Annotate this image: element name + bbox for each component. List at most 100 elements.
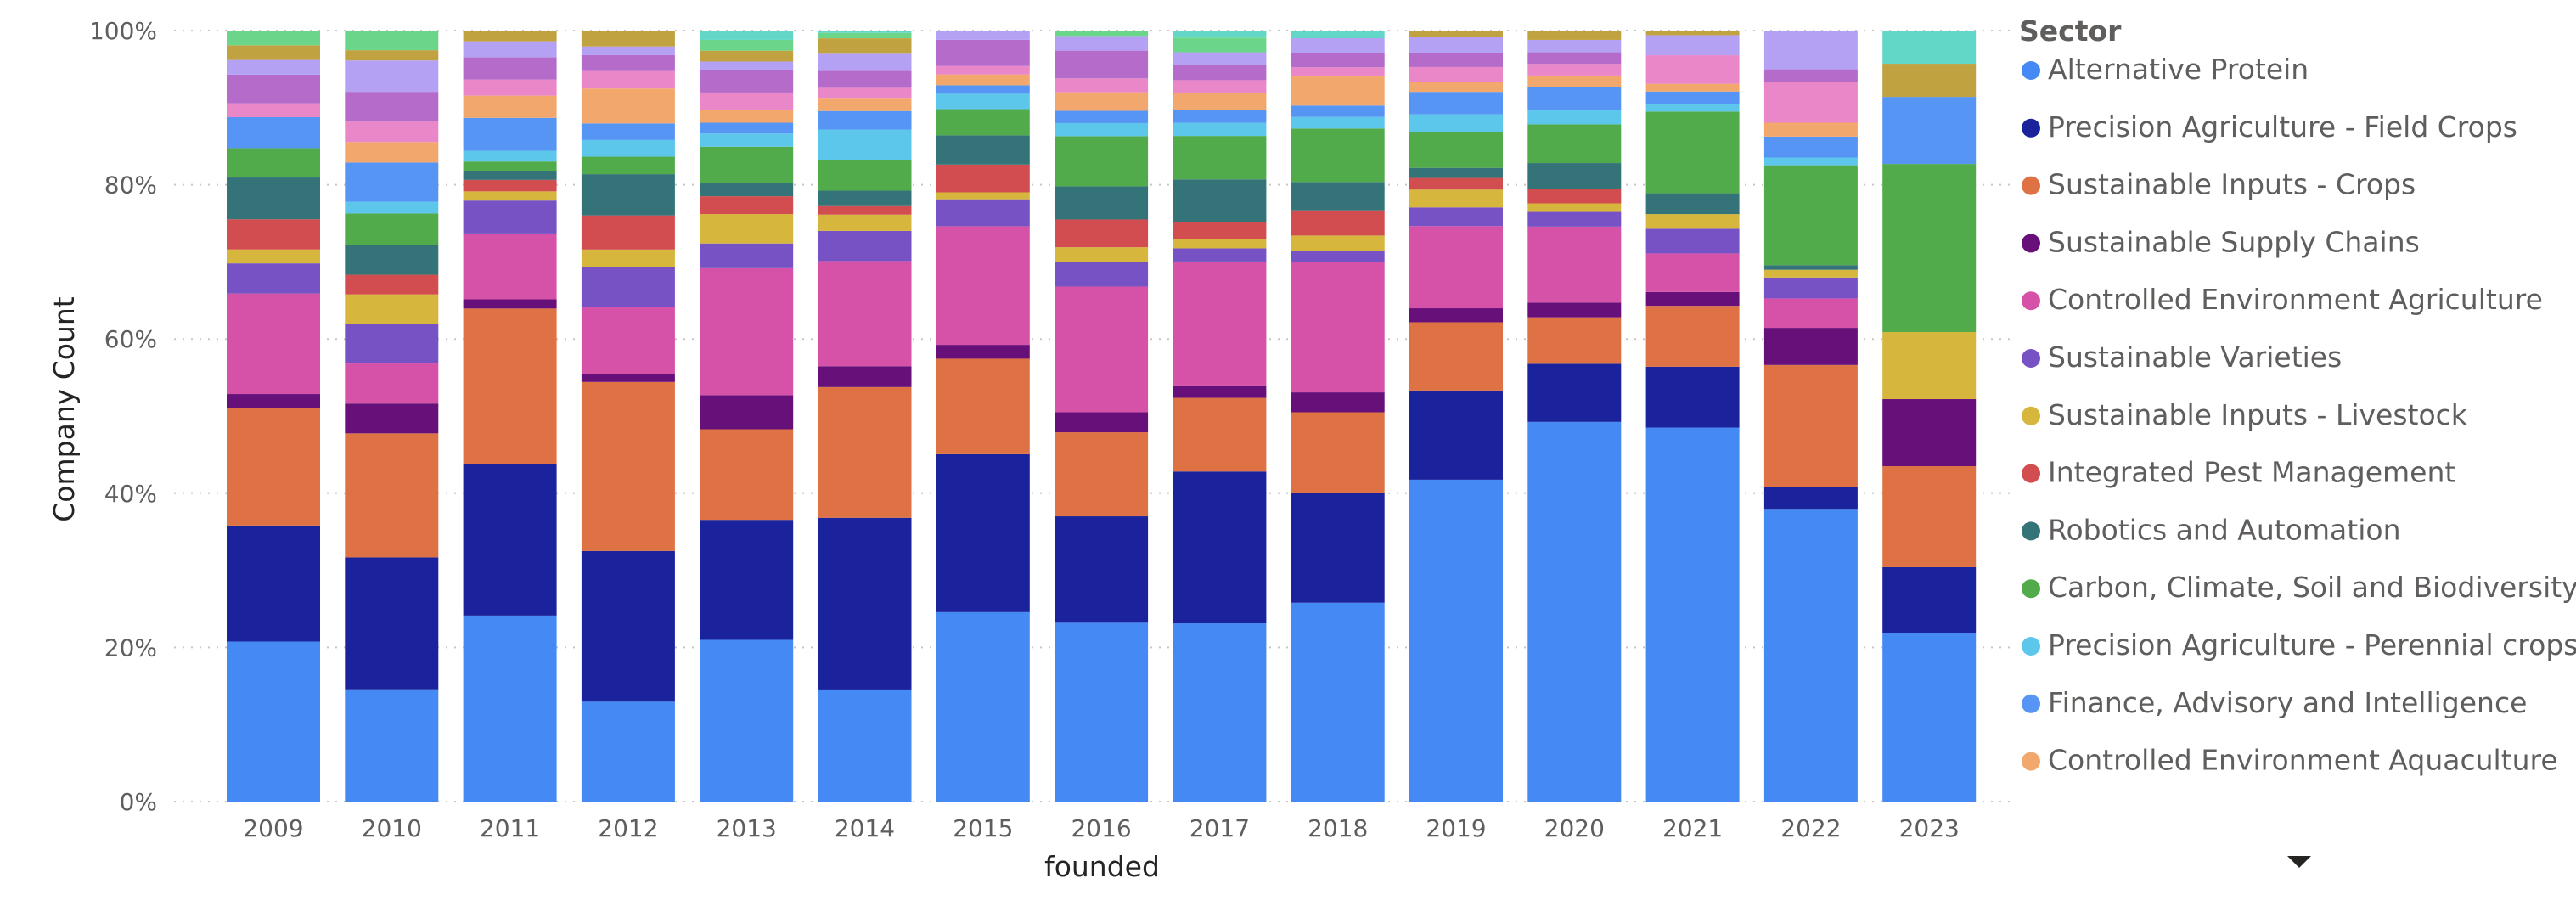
bar-segment[interactable] [463,299,557,309]
bar-segment[interactable] [581,215,675,250]
bar-segment[interactable] [700,429,794,521]
bar-segment[interactable] [818,386,912,518]
bar-segment[interactable] [1173,31,1267,38]
bar-segment[interactable] [936,453,1030,612]
bar-segment[interactable] [1409,53,1503,67]
bar-segment[interactable] [345,162,439,202]
bar-segment[interactable] [700,61,794,70]
bar-segment[interactable] [1173,110,1267,123]
bar-segment[interactable] [345,294,439,324]
bar-segment[interactable] [1173,261,1267,386]
bar-segment[interactable] [1527,110,1622,125]
bar-segment[interactable] [936,199,1030,227]
bar-segment[interactable] [227,394,320,408]
bar-segment[interactable] [1527,52,1622,65]
bar-segment[interactable] [936,65,1030,75]
bar-segment[interactable] [1882,566,1977,634]
bar-segment[interactable] [581,46,675,55]
bar-segment[interactable] [1645,91,1740,104]
bar-segment[interactable] [345,363,439,404]
bar-segment[interactable] [1882,399,1977,467]
bar-segment[interactable] [1645,35,1740,56]
bar-segment[interactable] [1291,235,1385,251]
bar-segment[interactable] [1527,211,1622,227]
bar-segment[interactable] [1055,412,1149,433]
bar-segment[interactable] [227,293,320,395]
bar-segment[interactable] [1645,253,1740,292]
bar-segment[interactable] [1173,623,1267,802]
bar-segment[interactable] [936,85,1030,94]
bar-segment[interactable] [1173,52,1267,65]
bar-segment[interactable] [1173,397,1267,472]
bar-segment[interactable] [227,177,320,220]
bar-segment[interactable] [1173,136,1267,180]
bar-segment[interactable] [700,50,794,62]
bar-segment[interactable] [1055,186,1149,220]
bar-segment[interactable] [700,31,794,40]
bar-segment[interactable] [1409,479,1503,802]
bar-segment[interactable] [818,190,912,206]
bar-segment[interactable] [581,174,675,216]
bar-segment[interactable] [463,191,557,201]
bar-segment[interactable] [1409,207,1503,227]
bar-segment[interactable] [818,110,912,130]
bar-segment[interactable] [1291,128,1385,183]
bar-segment[interactable] [345,92,439,122]
bar-segment[interactable] [463,171,557,180]
bar-segment[interactable] [818,214,912,231]
bar-segment[interactable] [463,117,557,151]
bar-segment[interactable] [581,267,675,307]
bar-segment[interactable] [1055,286,1149,413]
bar-segment[interactable] [700,639,794,802]
legend-item[interactable]: Precision Agriculture - Field Crops [2022,110,2517,144]
bar-segment[interactable] [818,689,912,802]
bar-segment[interactable] [1527,124,1622,164]
bar-segment[interactable] [1882,466,1977,567]
bar-segment[interactable] [463,57,557,80]
bar-segment[interactable] [581,550,675,702]
bar-segment[interactable] [1055,31,1149,37]
legend-item[interactable]: Integrated Pest Management [2022,456,2455,489]
bar-segment[interactable] [1409,31,1503,37]
bar-segment[interactable] [1409,114,1503,132]
legend-item[interactable]: Carbon, Climate, Soil and Biodiversity [2022,571,2576,604]
bar-segment[interactable] [1645,104,1740,112]
bar-segment[interactable] [1173,471,1267,624]
bar-segment[interactable] [1409,189,1503,208]
bar-segment[interactable] [1055,136,1149,187]
bar-segment[interactable] [1763,157,1858,166]
bar-segment[interactable] [581,31,675,47]
bar-segment[interactable] [345,142,439,163]
bar-segment[interactable] [818,70,912,88]
bar-segment[interactable] [1645,306,1740,367]
bar-segment[interactable] [227,408,320,526]
bar-segment[interactable] [1882,64,1977,98]
legend-item[interactable]: Sustainable Supply Chains [2022,225,2420,258]
bar-segment[interactable] [463,615,557,802]
bar-segment[interactable] [1173,80,1267,93]
bar-segment[interactable] [1055,622,1149,802]
bar-segment[interactable] [1527,163,1622,189]
bar-segment[interactable] [818,87,912,99]
bar-segment[interactable] [700,395,794,430]
bar-segment[interactable] [1291,251,1385,262]
bar-segment[interactable] [818,160,912,191]
bar-segment[interactable] [345,245,439,275]
bar-segment[interactable] [1763,69,1858,82]
bar-segment[interactable] [581,70,675,89]
bar-segment[interactable] [345,31,439,51]
bar-segment[interactable] [1763,82,1858,123]
bar-segment[interactable] [581,139,675,157]
bar-segment[interactable] [1763,364,1858,487]
bar-segment[interactable] [1291,392,1385,413]
bar-segment[interactable] [1291,493,1385,603]
bar-segment[interactable] [936,93,1030,110]
bar-segment[interactable] [345,60,439,93]
bar-segment[interactable] [818,230,912,262]
bar-segment[interactable] [1055,110,1149,123]
bar-segment[interactable] [1527,87,1622,110]
bar-segment[interactable] [345,557,439,690]
bar-segment[interactable] [700,133,794,147]
bar-segment[interactable] [1055,262,1149,287]
bar-segment[interactable] [1527,31,1622,40]
